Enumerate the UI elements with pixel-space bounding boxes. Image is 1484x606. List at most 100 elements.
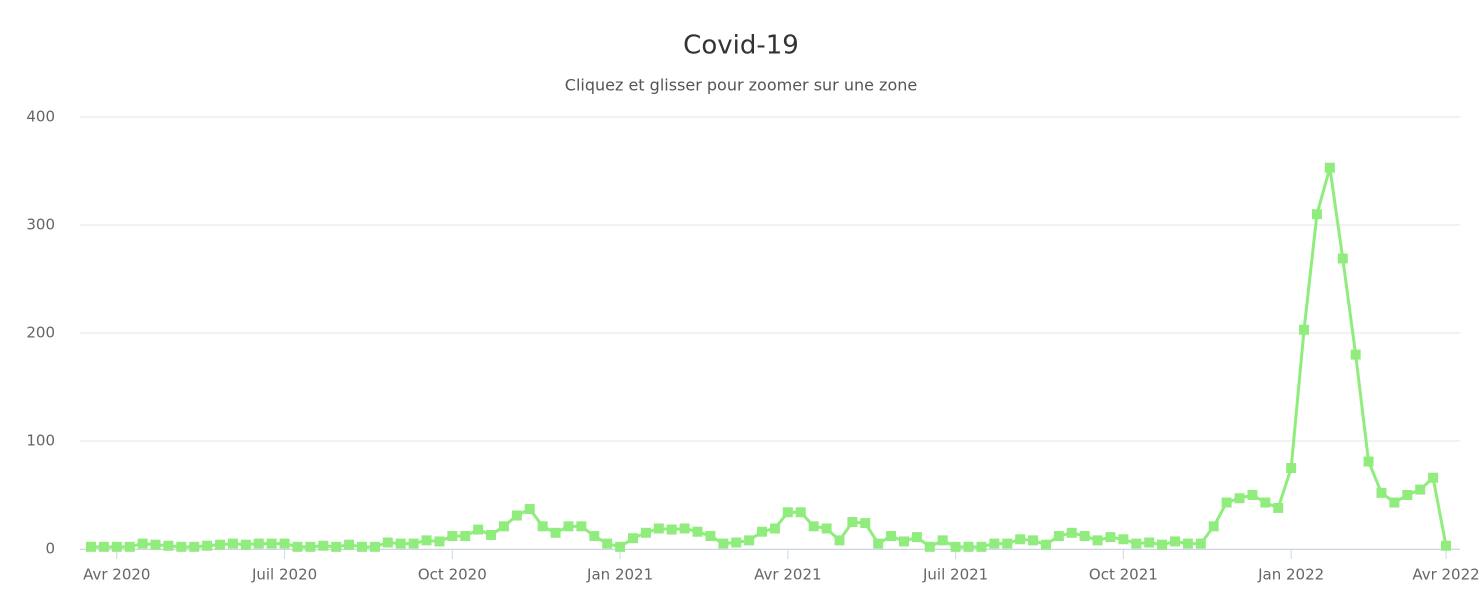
point-marker bbox=[679, 523, 690, 534]
point-marker bbox=[937, 535, 948, 546]
point-marker bbox=[486, 529, 497, 540]
point-marker bbox=[1286, 463, 1297, 473]
y-tick-label: 400 bbox=[26, 108, 55, 126]
point-marker bbox=[163, 540, 174, 551]
point-marker bbox=[1118, 534, 1129, 545]
point-marker bbox=[1066, 527, 1077, 538]
point-marker bbox=[1040, 539, 1051, 550]
point-marker bbox=[227, 538, 238, 549]
point-marker bbox=[911, 532, 922, 543]
y-tick-label: 0 bbox=[45, 540, 55, 558]
point-marker bbox=[1092, 535, 1103, 546]
point-marker bbox=[705, 531, 716, 542]
point-marker bbox=[344, 539, 355, 550]
chart-title: Covid-19 bbox=[683, 31, 799, 61]
point-marker bbox=[1402, 490, 1413, 500]
y-tick-label: 100 bbox=[26, 432, 55, 450]
point-marker bbox=[924, 541, 935, 552]
point-marker bbox=[1441, 540, 1451, 551]
point-marker bbox=[86, 541, 96, 552]
point-marker bbox=[1208, 521, 1219, 532]
point-marker bbox=[382, 537, 393, 548]
point-marker bbox=[976, 541, 987, 552]
point-marker bbox=[1221, 497, 1232, 508]
point-marker bbox=[950, 541, 961, 552]
point-marker bbox=[873, 538, 884, 549]
point-marker bbox=[111, 541, 122, 552]
point-marker bbox=[1311, 209, 1322, 220]
point-marker bbox=[1079, 531, 1090, 542]
y-tick-label: 300 bbox=[26, 216, 55, 234]
x-tick-label: Jan 2022 bbox=[1257, 566, 1324, 584]
point-marker bbox=[666, 524, 677, 535]
point-marker bbox=[550, 527, 561, 538]
point-marker bbox=[305, 541, 316, 552]
point-marker bbox=[1234, 493, 1245, 504]
point-marker bbox=[821, 523, 832, 534]
point-marker bbox=[576, 521, 587, 532]
point-marker bbox=[744, 535, 755, 546]
point-marker bbox=[266, 538, 277, 549]
point-marker bbox=[215, 539, 226, 550]
y-tick-label: 200 bbox=[26, 324, 55, 342]
point-marker bbox=[808, 521, 819, 532]
point-marker bbox=[1389, 497, 1400, 508]
point-marker bbox=[1182, 538, 1193, 549]
point-marker bbox=[357, 541, 367, 552]
point-marker bbox=[1002, 538, 1013, 549]
point-marker bbox=[602, 538, 613, 549]
point-marker bbox=[1028, 535, 1039, 546]
point-marker bbox=[434, 536, 445, 547]
point-marker bbox=[1299, 324, 1310, 335]
point-marker bbox=[498, 521, 509, 532]
point-marker bbox=[563, 521, 574, 532]
point-marker bbox=[1144, 537, 1155, 548]
point-marker bbox=[318, 540, 329, 551]
x-tick-label: Juil 2020 bbox=[251, 566, 317, 584]
point-marker bbox=[253, 538, 264, 549]
point-marker bbox=[1273, 502, 1284, 513]
point-marker bbox=[1363, 456, 1374, 467]
point-marker bbox=[1428, 472, 1439, 483]
point-marker bbox=[769, 523, 780, 534]
point-marker bbox=[1053, 531, 1064, 542]
point-marker bbox=[202, 540, 213, 551]
point-marker bbox=[1105, 532, 1116, 543]
point-marker bbox=[1247, 490, 1258, 500]
x-tick-label: Juil 2021 bbox=[922, 566, 988, 584]
chart-subtitle: Cliquez et glisser pour zoomer sur une z… bbox=[565, 76, 917, 95]
x-tick-label: Avr 2021 bbox=[754, 566, 821, 584]
point-marker bbox=[692, 526, 703, 537]
point-marker bbox=[537, 521, 548, 532]
point-marker bbox=[511, 510, 522, 521]
point-marker bbox=[718, 538, 729, 549]
point-marker bbox=[279, 538, 290, 549]
point-marker bbox=[1170, 536, 1180, 547]
point-marker bbox=[98, 541, 109, 552]
point-marker bbox=[963, 541, 974, 552]
point-marker bbox=[524, 504, 535, 515]
point-marker bbox=[240, 539, 251, 550]
point-marker bbox=[124, 541, 135, 552]
point-marker bbox=[460, 531, 471, 542]
point-marker bbox=[628, 533, 638, 544]
point-marker bbox=[408, 538, 419, 549]
point-marker bbox=[189, 541, 200, 552]
x-tick-label: Oct 2020 bbox=[418, 566, 487, 584]
point-marker bbox=[795, 507, 806, 518]
point-marker bbox=[292, 541, 303, 552]
point-marker bbox=[1415, 484, 1426, 495]
point-marker bbox=[395, 538, 406, 549]
point-marker bbox=[473, 524, 484, 535]
point-marker bbox=[331, 541, 342, 552]
point-marker bbox=[989, 538, 1000, 549]
point-marker bbox=[150, 539, 161, 550]
point-marker bbox=[421, 535, 432, 546]
point-marker bbox=[731, 537, 742, 548]
point-marker bbox=[615, 541, 626, 552]
point-marker bbox=[834, 535, 845, 546]
point-marker bbox=[137, 538, 148, 549]
point-marker bbox=[1350, 349, 1361, 360]
point-marker bbox=[847, 517, 858, 527]
